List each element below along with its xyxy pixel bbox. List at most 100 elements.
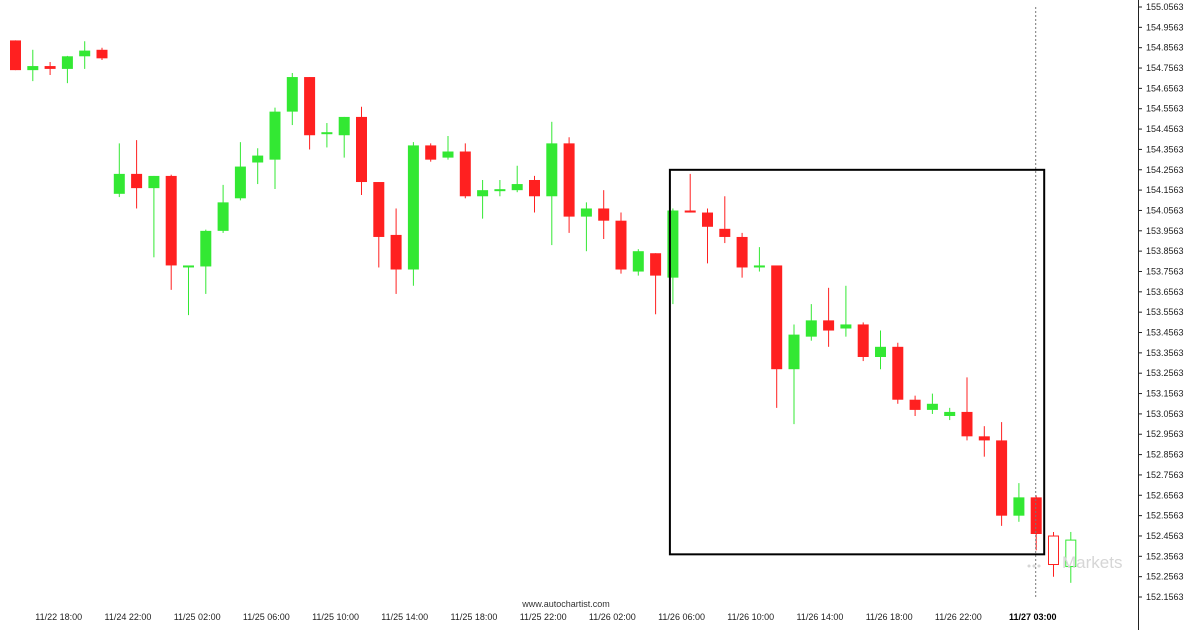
candle-body [269,111,281,160]
y-tick-label: 152.1563 [1146,592,1184,602]
candle [356,106,367,196]
candle-body [459,151,471,197]
y-tick-label: 153.4563 [1146,328,1184,338]
candle-body [234,166,246,199]
y-tick-label: 152.9563 [1146,429,1184,439]
watermark-dot-icon [1032,564,1036,568]
watermark-dot-icon [1027,564,1031,568]
candle [529,175,540,213]
candle [131,140,143,209]
candle [736,232,748,278]
candle [650,253,662,315]
x-tick-label: 11/26 02:00 [589,612,636,622]
x-tick-label: 11/25 22:00 [520,612,567,622]
candle [719,196,731,244]
candle [788,324,800,425]
candle [875,330,886,370]
candle-body [494,189,506,192]
y-tick-label: 153.5563 [1146,307,1184,317]
candle-body [563,143,575,217]
candle-body [771,265,783,370]
candle [79,41,91,69]
candle-body [719,228,731,237]
candle-body [788,334,800,370]
y-tick-label: 154.0563 [1146,205,1184,215]
candle-body [390,234,402,270]
watermark: Markets [1027,553,1122,572]
candle-body [823,320,835,331]
x-tick-label: 11/26 06:00 [658,612,705,622]
y-tick-label: 154.3563 [1146,144,1184,154]
y-tick-label: 152.8563 [1146,450,1184,460]
candle-body [356,116,367,183]
candle-body [252,155,264,163]
candle [44,61,56,76]
x-axis: 11/22 18:00 11/24 22:00 11/25 02:00 11/25 0… [35,612,1056,622]
candle [857,322,869,362]
candle [338,116,350,158]
candle-body [753,265,765,268]
candle [1013,483,1025,522]
candle [702,208,713,264]
y-tick-label: 152.5563 [1146,511,1184,521]
candle [494,179,506,197]
candle [978,426,990,457]
candle [926,393,938,414]
y-tick-label: 154.1563 [1146,185,1184,195]
candle [407,142,419,286]
candle [425,143,437,162]
candle-body [1065,539,1077,568]
overlay-layer [668,7,1046,597]
candle [944,407,956,421]
candle [113,143,125,198]
plot-area [1138,0,1139,630]
candle-body [79,50,91,57]
candle-body [373,182,385,237]
y-tick-label: 153.8563 [1146,246,1184,256]
candle [477,179,489,219]
candle-body [1048,535,1059,566]
x-tick-label: 11/27 03:00 [1009,612,1057,622]
candle [961,377,973,441]
candle-body [61,56,73,69]
candle [598,190,610,239]
candle [892,342,904,404]
candle [511,165,523,193]
candle [304,77,316,150]
candle-body [926,403,938,410]
candle-body [875,346,886,357]
candle [1065,531,1077,583]
candle [252,148,264,185]
x-tick-label: 11/26 14:00 [797,612,844,622]
watermark-dot-icon [1037,564,1041,568]
y-tick-label: 152.3563 [1146,551,1184,561]
y-tick-label: 153.2563 [1146,368,1184,378]
x-tick-label: 11/26 22:00 [935,612,982,622]
y-axis: 155.0563 154.9563 154.8563 154.7563 154.6563… [1138,2,1184,602]
candle [615,212,627,274]
y-tick-label: 154.9563 [1146,22,1184,32]
candle [996,422,1008,526]
candle-body [961,411,973,437]
candle-body [857,324,869,357]
x-tick-label: 11/25 14:00 [381,612,428,622]
candle-body [96,49,108,59]
candle [909,395,921,416]
candle-body [667,210,679,278]
candle [148,175,160,258]
candle [580,202,592,252]
candle-body [148,175,160,189]
y-tick-label: 152.4563 [1146,531,1184,541]
candle [10,40,21,71]
y-tick-label: 154.7563 [1146,63,1184,73]
candle [442,136,454,160]
candle [234,142,246,201]
x-tick-label: 11/26 10:00 [727,612,774,622]
pattern-box [668,168,1046,556]
candle [321,123,333,148]
y-tick-label: 153.6563 [1146,287,1184,297]
y-tick-label: 155.0563 [1146,2,1184,12]
y-tick-label: 154.5563 [1146,104,1184,114]
x-tick-label: 11/25 06:00 [243,612,290,622]
